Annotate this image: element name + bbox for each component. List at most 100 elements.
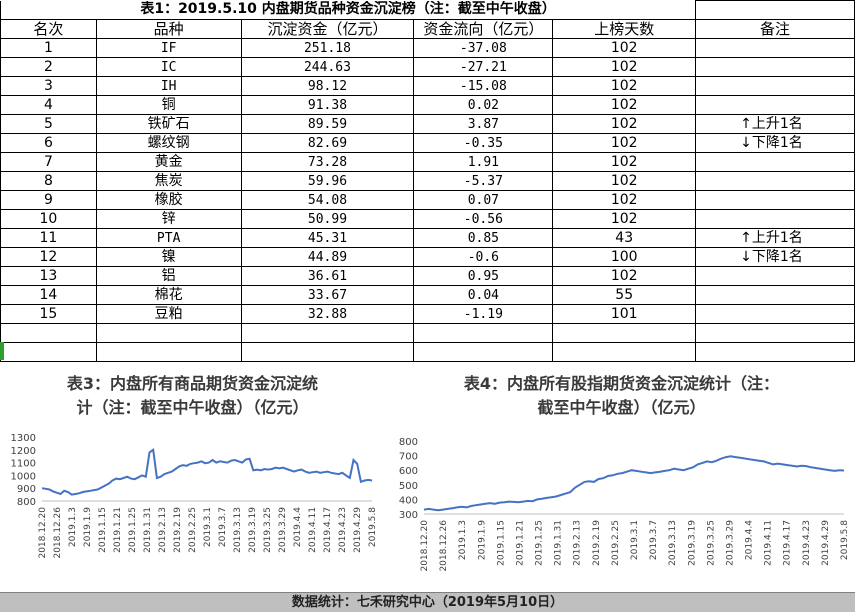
table-cell <box>695 152 855 172</box>
x-tick-label: 2018.12.26 <box>53 507 63 559</box>
y-tick-label: 400 <box>399 495 418 506</box>
empty-cell <box>695 0 855 20</box>
table-row: 5 铁矿石 89.59 3.87 102 ↑上升1名 <box>0 114 855 134</box>
table-cell: 3.87 <box>413 114 554 134</box>
table-cell <box>695 304 855 324</box>
table-cell: IF <box>95 38 242 58</box>
table-cell: -0.6 <box>413 247 554 267</box>
x-tick-label: 2019.1.15 <box>98 507 108 553</box>
x-tick-label: 2018.12.20 <box>38 507 48 559</box>
rank-change-note: 上升1名 <box>751 115 803 132</box>
y-tick-label: 500 <box>399 481 418 492</box>
x-tick-label: 2019.1.21 <box>113 507 123 553</box>
table-row: 13 铝 36.61 0.95 102 <box>0 266 855 286</box>
x-tick-label: 2019.4.4 <box>745 520 755 560</box>
x-tick-label: 2019.3.13 <box>668 520 678 566</box>
title-row: 表1：2019.5.10 内盘期货品种资金沉淀榜（注：截至中午收盘） <box>0 0 855 20</box>
x-tick-label: 2019.3.1 <box>630 520 640 560</box>
x-tick-label: 2019.2.19 <box>173 507 183 553</box>
x-tick-label: 2019.3.7 <box>218 507 228 547</box>
table-row: 12 镍 44.89 -0.6 100 ↓下降1名 <box>0 247 855 267</box>
table-cell: 黄金 <box>95 152 242 172</box>
x-tick-label: 2019.1.3 <box>68 507 78 547</box>
table-cell: -5.37 <box>413 171 554 191</box>
empty-cell <box>0 323 97 343</box>
table-cell: -1.19 <box>413 304 554 324</box>
table-cell: 50.99 <box>240 209 415 229</box>
x-tick-label: 2019.1.21 <box>515 520 525 566</box>
table-row: 11 PTA 45.31 0.85 43 ↑上升1名 <box>0 228 855 248</box>
table-cell: ↑上升1名 <box>695 114 855 134</box>
table-cell <box>695 95 855 115</box>
table-cell: 4 <box>0 95 97 115</box>
row-selection-marker <box>0 342 4 360</box>
x-tick-label: 2019.1.9 <box>477 520 487 560</box>
column-header: 名次 <box>0 19 97 39</box>
table-cell: 3 <box>0 76 97 96</box>
x-tick-label: 2019.1.25 <box>128 507 138 553</box>
table-cell: 锌 <box>95 209 242 229</box>
series-line <box>423 455 845 512</box>
empty-row <box>0 323 855 343</box>
table-cell: 铝 <box>95 266 242 286</box>
arrow-up-icon: ↑ <box>740 229 752 246</box>
x-tick-label: 2019.4.11 <box>308 507 318 553</box>
ranking-table: 表1：2019.5.10 内盘期货品种资金沉淀榜（注：截至中午收盘） 名次 品种 沉淀… <box>0 0 855 362</box>
empty-row <box>0 342 855 362</box>
table-cell: 102 <box>552 76 697 96</box>
y-tick-label: 1000 <box>11 471 36 482</box>
table-cell: 11 <box>0 228 97 248</box>
empty-cell <box>552 342 697 362</box>
index-chart-title: 表4：内盘所有股指期货资金沉淀统计（注： 截至中午收盘）（亿元） <box>463 374 780 417</box>
x-tick-label: 2019.4.11 <box>764 520 774 566</box>
x-tick-label: 2019.2.13 <box>573 520 583 566</box>
table-cell: 7 <box>0 152 97 172</box>
table-cell: 244.63 <box>240 57 415 77</box>
y-tick-label: 800 <box>17 497 36 508</box>
x-tick-label: 2019.3.1 <box>203 507 213 547</box>
table-cell <box>695 266 855 286</box>
table-cell: ↑上升1名 <box>695 228 855 248</box>
x-tick-label: 2018.12.20 <box>420 520 430 572</box>
table-cell: 102 <box>552 133 697 153</box>
table-cell: 43 <box>552 228 697 248</box>
table-cell: ↓下降1名 <box>695 247 855 267</box>
table-cell: ↓下降1名 <box>695 133 855 153</box>
column-header: 资金流向（亿元） <box>413 19 554 39</box>
table-cell: 0.95 <box>413 266 554 286</box>
table-row: 9 橡胶 54.08 0.07 102 <box>0 190 855 210</box>
table-cell: 102 <box>552 152 697 172</box>
y-tick-label: 1300 <box>11 433 36 444</box>
empty-cell <box>240 342 415 362</box>
table-cell: IH <box>95 76 242 96</box>
y-tick-label: 700 <box>399 452 418 463</box>
empty-cell <box>95 342 242 362</box>
table-cell: 91.38 <box>240 95 415 115</box>
x-tick-label: 2019.4.17 <box>323 507 333 553</box>
table-cell: 73.28 <box>240 152 415 172</box>
table-cell: 14 <box>0 285 97 305</box>
x-tick-label: 2019.4.4 <box>293 507 303 547</box>
x-tick-label: 2019.2.25 <box>611 520 621 566</box>
table-cell: -37.08 <box>413 38 554 58</box>
table-row: 3 IH 98.12 -15.08 102 <box>0 76 855 96</box>
x-tick-label: 2019.5.8 <box>368 507 378 547</box>
table-cell: 5 <box>0 114 97 134</box>
x-tick-label: 2019.2.19 <box>592 520 602 566</box>
x-tick-label: 2019.5.8 <box>840 520 850 560</box>
rank-change-note: 下降1名 <box>751 134 803 151</box>
commodity-chart-panel: 800 900 1000 1100 1200 1300 2018.12.20 2018.12.… <box>0 362 385 590</box>
table-cell: 55 <box>552 285 697 305</box>
data-source-footer: 数据统计：七禾研究中心（2019年5月10日） <box>0 592 855 612</box>
arrow-down-icon: ↓ <box>740 134 752 151</box>
x-tick-label: 2019.4.29 <box>353 507 363 553</box>
table-cell: 33.67 <box>240 285 415 305</box>
empty-cell <box>95 323 242 343</box>
x-tick-label: 2019.1.31 <box>143 507 153 553</box>
x-tick-label: 2019.2.25 <box>188 507 198 553</box>
x-tick-label: 2019.3.29 <box>725 520 735 566</box>
table-cell: 1 <box>0 38 97 58</box>
arrow-up-icon: ↑ <box>740 115 752 132</box>
y-tick-label: 900 <box>17 484 36 495</box>
table-cell: 59.96 <box>240 171 415 191</box>
